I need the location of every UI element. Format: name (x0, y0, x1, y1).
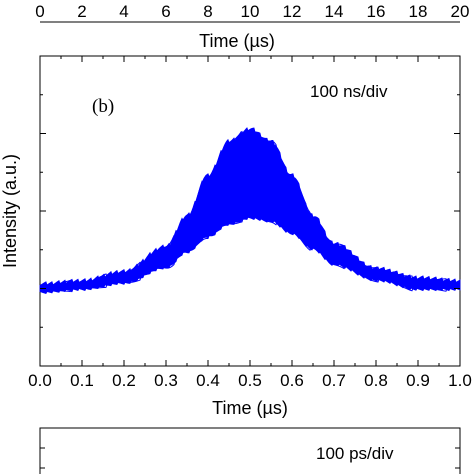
top-x-tick-label: 12 (283, 2, 302, 21)
x-tick-label: 0.6 (280, 371, 304, 390)
x-axis-title: Time (µs) (212, 398, 288, 418)
panel-b-signal (39, 127, 461, 294)
panel-b: 0.0 0.1 0.2 0.3 0.4 0.5 0.6 0.7 0.8 0.9 1.0 (b) 10… (0, 55, 472, 418)
top-x-tick-label: 6 (161, 2, 170, 21)
x-tick-label: 0.4 (196, 371, 220, 390)
top-x-tick-label: 14 (325, 2, 344, 21)
x-tick-label: 0.8 (364, 371, 388, 390)
top-x-tick-label: 10 (241, 2, 260, 21)
lower-envelope-line (39, 214, 461, 293)
x-tick-label: 0.1 (70, 371, 94, 390)
x-tick-label: 0.2 (112, 371, 136, 390)
top-x-axis-title: Time (µs) (199, 31, 275, 51)
x-tick-label: 0.0 (28, 371, 52, 390)
x-tick-label: 0.3 (154, 371, 178, 390)
top-x-tick-label: 20 (451, 2, 470, 21)
x-tick-label: 0.7 (322, 371, 346, 390)
top-time-axis: 0 2 4 6 8 10 12 14 16 18 20 (35, 2, 470, 23)
panel-label: (b) (92, 96, 114, 117)
upper-envelope-line (39, 130, 461, 289)
panel-c-timescale-annotation: 100 ps/div (316, 444, 394, 463)
x-tick-label: 0.5 (238, 371, 262, 390)
top-x-tick-label: 8 (203, 2, 212, 21)
signal-envelope-area (39, 127, 461, 294)
panel-b-ticks: 0.0 0.1 0.2 0.3 0.4 0.5 0.6 0.7 0.8 0.9 1.0 (28, 55, 472, 390)
top-x-tick-label: 16 (367, 2, 386, 21)
top-x-tick-label: 2 (77, 2, 86, 21)
panel-c: 100 ps/div (39, 427, 461, 474)
top-x-tick-label: 0 (35, 2, 44, 21)
top-x-tick-label: 18 (409, 2, 428, 21)
timescale-annotation: 100 ns/div (310, 82, 388, 101)
y-axis-title: Intensity (a.u.) (0, 154, 20, 268)
panel-c-frame (39, 427, 461, 474)
top-x-tick-label: 4 (119, 2, 128, 21)
x-tick-label: 0.9 (406, 371, 430, 390)
x-tick-label: 1.0 (448, 371, 472, 390)
